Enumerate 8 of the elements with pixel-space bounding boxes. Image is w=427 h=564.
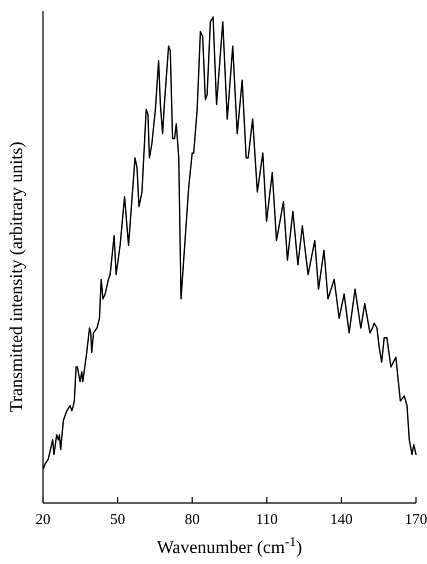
x-tick-label: 80 bbox=[184, 512, 200, 528]
x-tick-label: 170 bbox=[404, 512, 427, 528]
y-axis-title: Transmitted intensity (arbitrary units) bbox=[6, 142, 26, 412]
x-tick-label: 20 bbox=[36, 512, 50, 528]
x-axis-title: Wavenumber (cm$^{-1}$) bbox=[156, 534, 302, 557]
x-tick-label: 50 bbox=[110, 512, 126, 528]
x-tick-label: 110 bbox=[256, 512, 278, 528]
x-tick-label: 140 bbox=[330, 512, 353, 528]
